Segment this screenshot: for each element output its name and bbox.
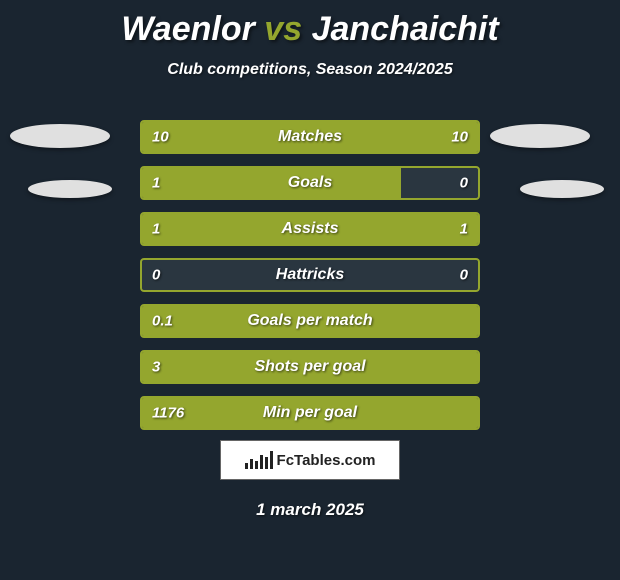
stat-label: Hattricks <box>276 266 344 284</box>
bar-fill-left <box>142 168 401 198</box>
stat-value-left: 3 <box>152 359 160 376</box>
stat-value-left: 0 <box>152 267 160 284</box>
stat-row: 1176 Min per goal <box>140 396 480 430</box>
stat-row: 0 0 Hattricks <box>140 258 480 292</box>
stat-value-left: 1 <box>152 221 160 238</box>
date-label: 1 march 2025 <box>256 500 364 520</box>
stat-value-right: 1 <box>460 221 468 238</box>
stat-row: 1 0 Goals <box>140 166 480 200</box>
player2-name: Janchaichit <box>312 10 499 48</box>
stat-label: Min per goal <box>263 404 357 422</box>
fctables-logo: FcTables.com <box>220 440 400 480</box>
subtitle: Club competitions, Season 2024/2025 <box>0 61 620 79</box>
stat-label: Goals <box>288 174 332 192</box>
stat-row: 3 Shots per goal <box>140 350 480 384</box>
stat-value-left: 0.1 <box>152 313 173 330</box>
stat-label: Matches <box>278 128 342 146</box>
vs-text: vs <box>264 10 302 48</box>
stat-value-right: 0 <box>460 267 468 284</box>
badge-ellipse <box>520 180 604 198</box>
stat-value-right: 10 <box>451 129 468 146</box>
stat-label: Assists <box>282 220 339 238</box>
stat-value-left: 1176 <box>152 405 184 422</box>
stat-value-left: 10 <box>152 129 169 146</box>
logo-text: FcTables.com <box>277 452 376 469</box>
stat-row: 1 1 Assists <box>140 212 480 246</box>
stat-row: 10 10 Matches <box>140 120 480 154</box>
logo-bars-icon <box>245 451 273 469</box>
comparison-title: Waenlor vs Janchaichit <box>0 0 620 49</box>
stat-value-left: 1 <box>152 175 160 192</box>
badge-ellipse <box>490 124 590 148</box>
stat-label: Goals per match <box>247 312 372 330</box>
player1-name: Waenlor <box>121 10 255 48</box>
stat-rows-container: 1010Matches10Goals11Assists00Hattricks0.… <box>140 120 480 442</box>
stat-label: Shots per goal <box>254 358 365 376</box>
badge-ellipse <box>10 124 110 148</box>
stat-value-right: 0 <box>460 175 468 192</box>
badge-ellipse <box>28 180 112 198</box>
stat-row: 0.1 Goals per match <box>140 304 480 338</box>
